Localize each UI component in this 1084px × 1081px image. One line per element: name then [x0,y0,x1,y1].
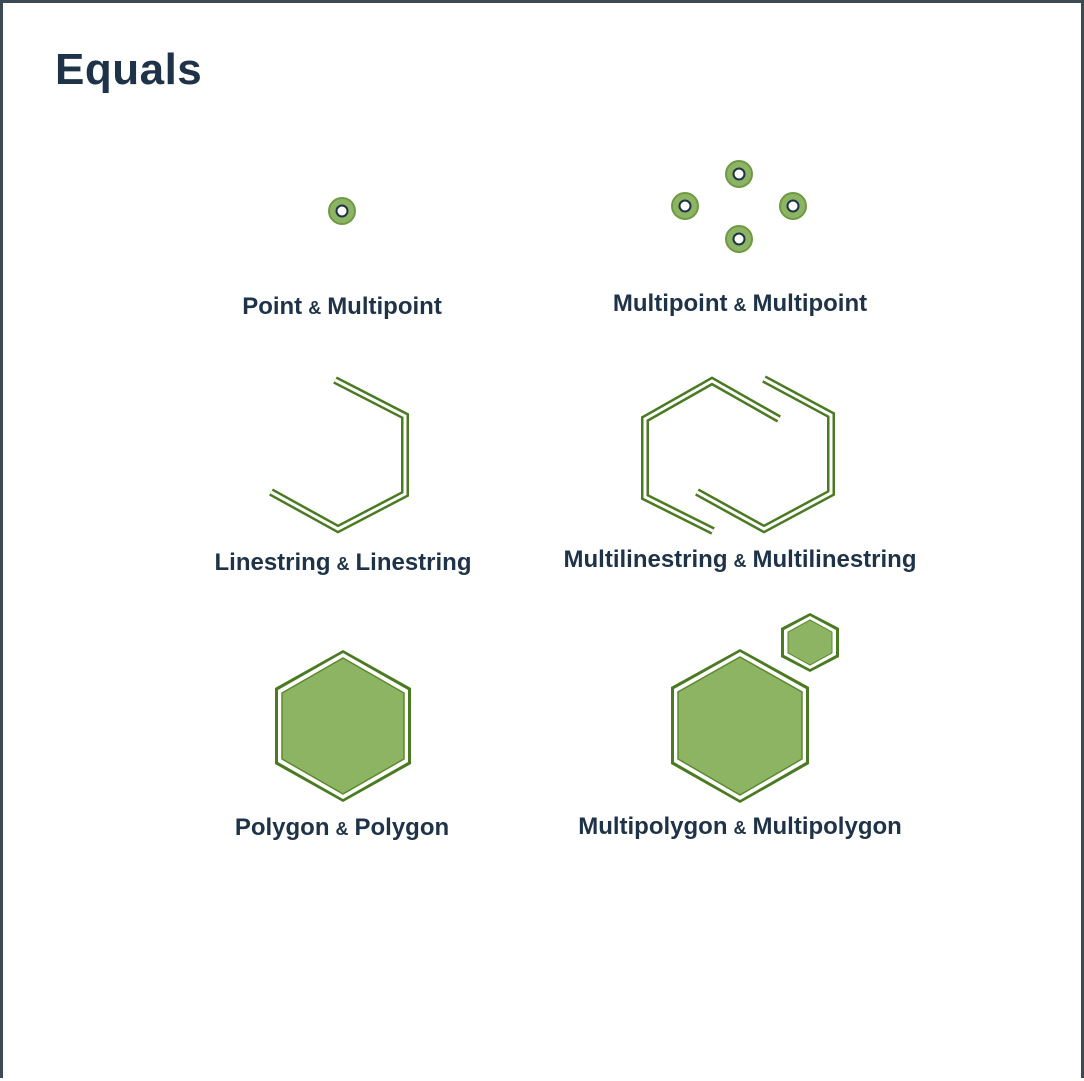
point-geometry [328,197,356,225]
label-polygon-polygon: Polygon & Polygon [235,814,449,842]
label-multipoint-multipoint: Multipoint & Multipoint [613,290,867,318]
amp-symbol: & [335,819,349,839]
label-left: Polygon [234,814,330,841]
label-right: Linestring [355,549,472,576]
label-left: Multilinestring [563,546,728,573]
multipolygon-geometry [671,613,839,803]
label-right: Multipoint [327,293,442,320]
amp-symbol: & [733,551,747,571]
label-right: Multipolygon [752,813,902,840]
label-point-multipoint: Point & Multipoint [242,293,442,321]
label-multipolygon-multipolygon: Multipolygon & Multipolygon [578,813,902,841]
multilinestring-geometry [641,375,835,535]
polygon-geometry [275,650,411,802]
label-left: Multipolygon [578,813,728,840]
label-right: Polygon [354,814,450,841]
label-right: Multipoint [752,290,868,317]
page-title: Equals [55,45,203,94]
label-left: Linestring [214,549,331,576]
label-left: Point [242,293,303,320]
label-right: Multilinestring [752,546,917,573]
label-linestring-linestring: Linestring & Linestring [214,549,471,577]
linestring-geometry [269,376,409,534]
amp-symbol: & [336,554,350,574]
label-multilinestring-multilinestring: Multilinestring & Multilinestring [564,546,917,574]
amp-symbol: & [733,295,747,315]
geometry-art [269,160,839,803]
amp-symbol: & [733,818,747,838]
label-left: Multipoint [612,290,728,317]
multipoint-geometry [671,160,807,253]
amp-symbol: & [308,298,322,318]
